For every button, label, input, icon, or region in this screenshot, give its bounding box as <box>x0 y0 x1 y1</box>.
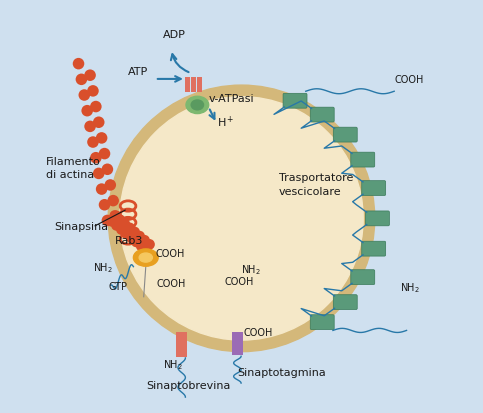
Circle shape <box>87 86 99 97</box>
Circle shape <box>106 216 117 227</box>
Circle shape <box>126 233 137 244</box>
Text: Sinapsina: Sinapsina <box>54 221 108 231</box>
Circle shape <box>79 90 90 102</box>
Circle shape <box>101 215 113 227</box>
FancyBboxPatch shape <box>366 211 389 226</box>
Text: H$^+$: H$^+$ <box>217 114 234 129</box>
Circle shape <box>110 211 120 221</box>
Circle shape <box>99 148 110 160</box>
Circle shape <box>85 121 96 133</box>
Text: Sinaptobrevina: Sinaptobrevina <box>147 380 231 390</box>
Circle shape <box>124 223 135 234</box>
Circle shape <box>99 199 110 211</box>
Circle shape <box>107 195 119 207</box>
Ellipse shape <box>133 249 158 267</box>
FancyBboxPatch shape <box>310 315 334 330</box>
FancyBboxPatch shape <box>362 242 385 256</box>
Text: ATP: ATP <box>128 67 148 77</box>
Text: GTP: GTP <box>109 282 128 292</box>
Circle shape <box>73 59 85 70</box>
Circle shape <box>119 219 130 230</box>
FancyBboxPatch shape <box>351 153 375 168</box>
FancyBboxPatch shape <box>351 270 375 285</box>
Circle shape <box>121 229 132 240</box>
Ellipse shape <box>186 97 209 114</box>
Circle shape <box>110 211 122 223</box>
Bar <box>176 332 187 357</box>
Text: Filamento
di actina: Filamento di actina <box>45 157 100 180</box>
Ellipse shape <box>191 101 203 111</box>
Circle shape <box>131 237 142 248</box>
Circle shape <box>139 235 150 246</box>
Text: NH$_2$: NH$_2$ <box>163 357 183 371</box>
Text: NH$_2$: NH$_2$ <box>241 262 260 276</box>
FancyBboxPatch shape <box>333 295 357 310</box>
Circle shape <box>114 215 125 225</box>
Circle shape <box>120 97 363 340</box>
Circle shape <box>85 70 96 82</box>
Circle shape <box>82 106 93 117</box>
Circle shape <box>76 74 87 86</box>
Circle shape <box>104 180 116 191</box>
Circle shape <box>134 231 145 242</box>
Text: NH$_2$: NH$_2$ <box>93 260 113 274</box>
Circle shape <box>90 152 101 164</box>
Circle shape <box>116 225 127 235</box>
Bar <box>231 332 243 355</box>
FancyBboxPatch shape <box>333 128 357 143</box>
Text: NH$_2$: NH$_2$ <box>400 281 420 294</box>
Circle shape <box>129 227 140 238</box>
Circle shape <box>96 184 107 195</box>
Circle shape <box>93 168 104 180</box>
FancyBboxPatch shape <box>362 181 385 196</box>
Text: COOH: COOH <box>157 279 186 289</box>
Circle shape <box>141 245 152 256</box>
Ellipse shape <box>139 254 152 263</box>
Circle shape <box>111 221 122 231</box>
Circle shape <box>101 164 113 176</box>
Circle shape <box>87 137 99 148</box>
Text: Rab3: Rab3 <box>114 235 143 246</box>
Circle shape <box>96 133 107 145</box>
Text: COOH: COOH <box>243 327 273 337</box>
Text: Trasportatore
vescicolare: Trasportatore vescicolare <box>279 173 353 196</box>
FancyBboxPatch shape <box>310 108 334 123</box>
Circle shape <box>93 117 104 129</box>
Text: Sinaptotagmina: Sinaptotagmina <box>237 367 326 377</box>
Bar <box>198 78 202 93</box>
FancyBboxPatch shape <box>283 94 307 109</box>
Text: COOH: COOH <box>394 75 424 85</box>
Bar <box>191 78 196 93</box>
Text: COOH: COOH <box>156 248 185 258</box>
Text: v-ATPasi: v-ATPasi <box>209 94 254 104</box>
Circle shape <box>108 86 375 352</box>
Circle shape <box>144 240 155 250</box>
Text: COOH: COOH <box>225 277 255 287</box>
Circle shape <box>90 102 101 113</box>
Circle shape <box>136 241 147 252</box>
Bar <box>185 78 190 93</box>
Text: ADP: ADP <box>163 30 186 40</box>
